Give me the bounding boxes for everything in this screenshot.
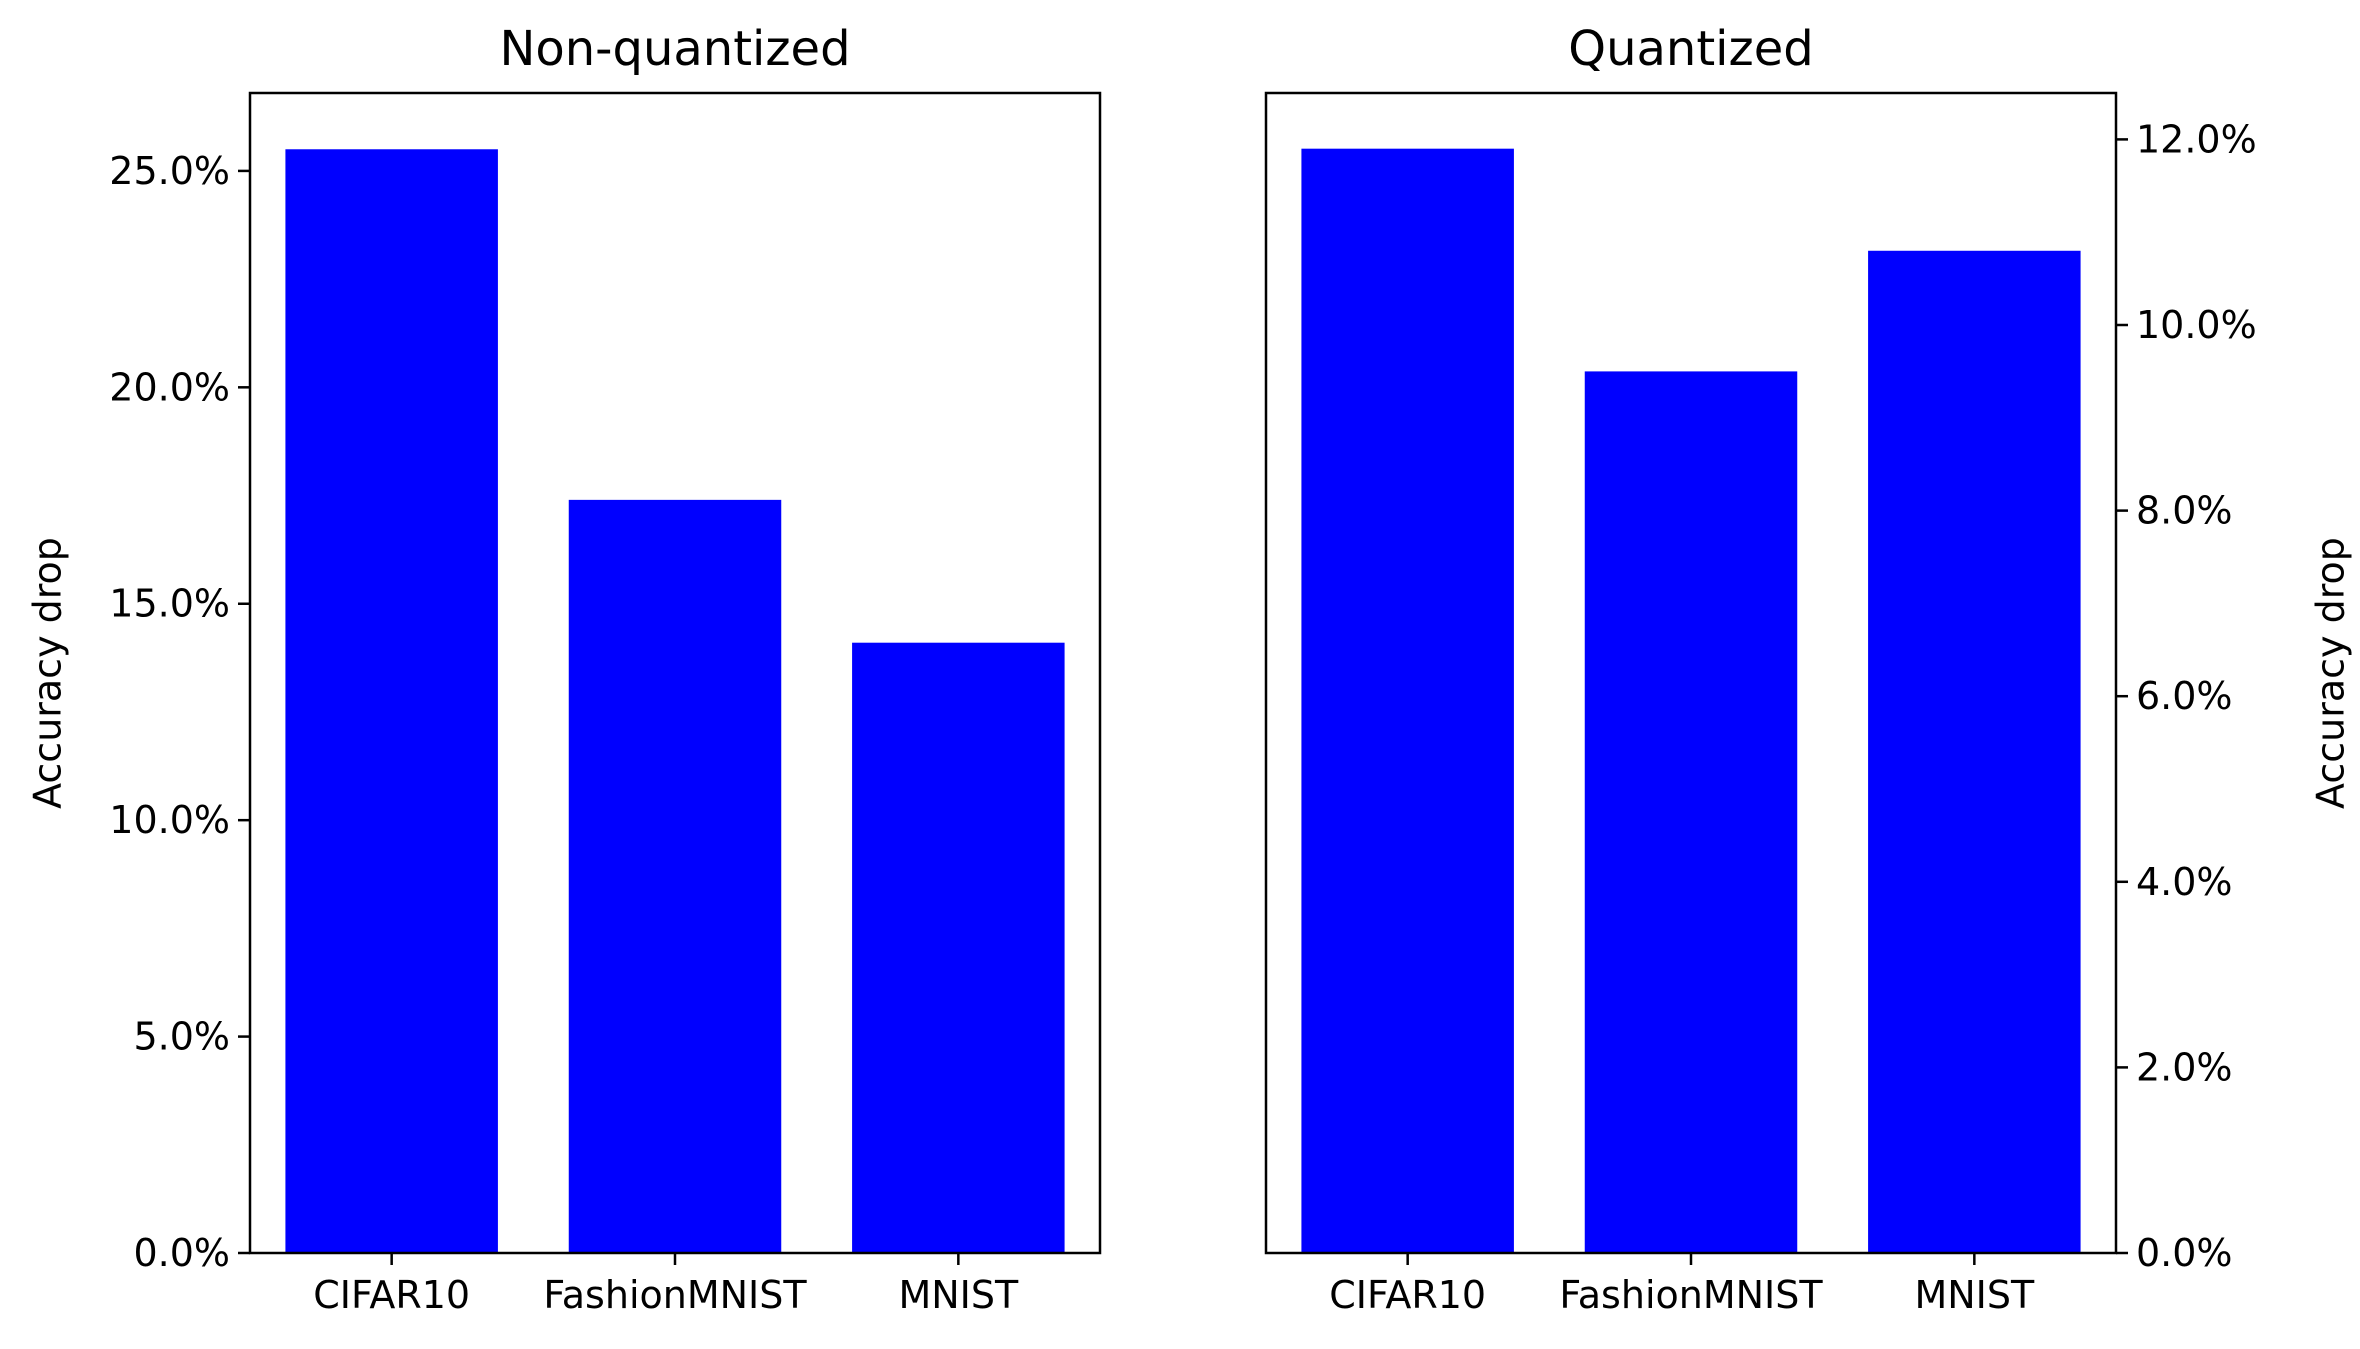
y-axis-label: Accuracy drop	[26, 537, 70, 809]
y-ticks-non-quantized: 0.0% 5.0% 10.0% 15.0% 20.0% 25.0%	[109, 149, 250, 1275]
bar-mnist	[852, 642, 1065, 1253]
y-tick-label: 8.0%	[2136, 489, 2233, 533]
bar-fashionmnist	[568, 499, 782, 1253]
y-tick-label: 12.0%	[2136, 117, 2257, 161]
bars-non-quantized	[285, 149, 1065, 1253]
x-tick-label: FashionMNIST	[543, 1273, 807, 1317]
x-tick-label: MNIST	[898, 1273, 1019, 1317]
bar-fashionmnist	[1584, 371, 1798, 1253]
y-tick-label: 4.0%	[2136, 860, 2233, 904]
y-tick-label: 0.0%	[2136, 1231, 2233, 1275]
y-tick-label: 20.0%	[109, 365, 230, 409]
bar-cifar10	[285, 149, 498, 1253]
y-tick-label: 2.0%	[2136, 1045, 2233, 1089]
chart-non-quantized: 0.0% 5.0% 10.0% 15.0% 20.0% 25.0% CIFAR10 Fash…	[26, 21, 1102, 1317]
y-ticks-quantized: 0.0% 2.0% 4.0% 6.0% 8.0% 10.0% 12.0%	[2116, 117, 2257, 1275]
x-tick-label: CIFAR10	[313, 1273, 470, 1317]
y-tick-label: 5.0%	[133, 1015, 230, 1059]
bars-quantized	[1301, 148, 2081, 1254]
chart-title: Non-quantized	[499, 21, 850, 77]
bar-cifar10	[1301, 148, 1514, 1254]
chart-title: Quantized	[1568, 21, 1813, 77]
x-ticks-quantized: CIFAR10 FashionMNIST MNIST	[1329, 1253, 2035, 1317]
x-ticks-non-quantized: CIFAR10 FashionMNIST MNIST	[313, 1253, 1019, 1317]
y-axis-label: Accuracy drop	[2309, 537, 2353, 809]
bar-mnist	[1868, 250, 2081, 1253]
y-tick-label: 6.0%	[2136, 674, 2233, 718]
y-tick-label: 15.0%	[109, 582, 230, 626]
chart-quantized: 0.0% 2.0% 4.0% 6.0% 8.0% 10.0% 12.0% CIFAR10 Fa…	[1264, 21, 2353, 1317]
y-tick-label: 10.0%	[2136, 303, 2257, 347]
y-tick-label: 10.0%	[109, 798, 230, 842]
x-tick-label: MNIST	[1914, 1273, 2035, 1317]
x-tick-label: CIFAR10	[1329, 1273, 1486, 1317]
y-tick-label: 25.0%	[109, 149, 230, 193]
y-tick-label: 0.0%	[133, 1231, 230, 1275]
x-tick-label: FashionMNIST	[1559, 1273, 1823, 1317]
